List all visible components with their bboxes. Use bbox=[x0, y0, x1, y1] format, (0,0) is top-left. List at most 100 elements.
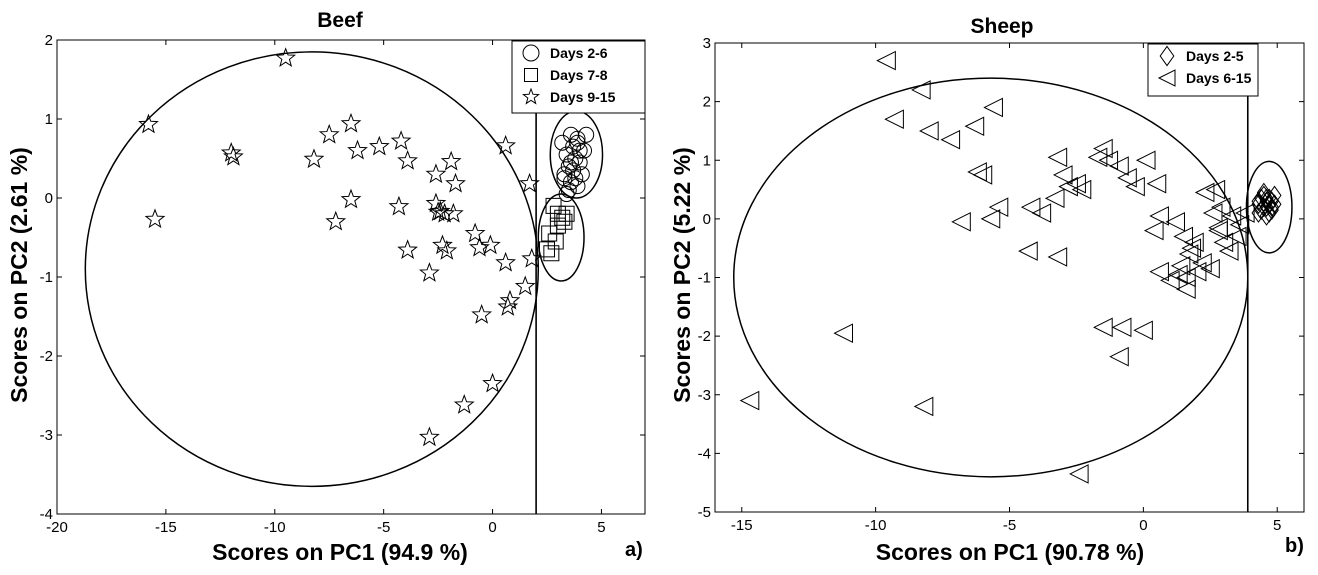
data-point-left-triangle bbox=[1146, 173, 1167, 194]
chart-title-sheep: Sheep bbox=[970, 15, 1033, 38]
data-point-left-triangle bbox=[1111, 317, 1132, 338]
data-point-left-triangle bbox=[964, 116, 985, 137]
data-point-circle bbox=[569, 178, 586, 195]
y-tick-label: 1 bbox=[703, 152, 711, 169]
beef-chart: Beef Scores on PC1 (94.9 %) Scores on PC… bbox=[6, 9, 646, 565]
x-tick-label: -5 bbox=[377, 519, 390, 536]
data-point-star bbox=[519, 172, 540, 193]
data-point-left-triangle bbox=[1173, 226, 1194, 247]
data-point-star bbox=[471, 303, 493, 324]
data-point-star bbox=[340, 112, 362, 133]
data-point-left-triangle bbox=[1087, 147, 1108, 168]
x-tick-label: -15 bbox=[155, 519, 177, 536]
data-point-left-triangle bbox=[972, 165, 993, 185]
data-point-left-triangle bbox=[1066, 173, 1086, 194]
data-point-left-triangle bbox=[1093, 138, 1113, 159]
y-tick-label: 2 bbox=[45, 32, 53, 49]
data-point-square bbox=[549, 217, 566, 234]
x-tick-label: 5 bbox=[597, 519, 605, 536]
data-point-left-triangle bbox=[1202, 203, 1223, 223]
data-point-star bbox=[388, 195, 410, 216]
data-point-star bbox=[521, 247, 543, 268]
data-point-star bbox=[390, 130, 412, 150]
data-point-star bbox=[419, 262, 440, 282]
data-point-left-triangle bbox=[1143, 220, 1164, 241]
data-point-square bbox=[547, 233, 564, 250]
data-point-diamond bbox=[1264, 200, 1279, 220]
y-tick-label: -5 bbox=[698, 504, 711, 521]
data-point-square bbox=[541, 225, 558, 242]
data-point-left-triangle bbox=[1208, 217, 1228, 238]
data-point-square bbox=[543, 245, 560, 262]
x-tick-label: -10 bbox=[264, 519, 286, 536]
data-point-circle bbox=[578, 126, 595, 143]
x-tick-label: -5 bbox=[1003, 517, 1016, 534]
legend-box bbox=[1147, 43, 1259, 97]
data-point-left-triangle bbox=[1058, 176, 1078, 197]
data-point-left-triangle bbox=[1205, 179, 1226, 200]
data-point-left-triangle bbox=[1071, 179, 1092, 200]
data-point-left-triangle bbox=[1109, 346, 1129, 367]
data-point-left-triangle bbox=[940, 129, 961, 150]
confidence-ellipse bbox=[1245, 160, 1293, 254]
data-point-star bbox=[223, 145, 244, 166]
plot-frame bbox=[714, 42, 1305, 513]
y-axis-label-sheep: Scores on PC2 (5.22 %) bbox=[669, 147, 695, 403]
data-point-circle bbox=[567, 170, 584, 187]
y-tick-label: -2 bbox=[40, 348, 53, 365]
data-point-star bbox=[469, 236, 490, 257]
data-point-left-triangle bbox=[1221, 206, 1242, 226]
data-point-left-triangle bbox=[833, 323, 854, 344]
panel-label-a: a) bbox=[625, 539, 643, 561]
x-tick-label: -15 bbox=[731, 517, 753, 534]
y-tick-label: 2 bbox=[703, 94, 711, 111]
data-point-star bbox=[368, 135, 390, 156]
data-point-circle bbox=[569, 134, 586, 151]
data-point-star bbox=[479, 234, 501, 255]
data-point-star bbox=[495, 251, 517, 272]
data-point-left-triangle bbox=[1047, 147, 1068, 168]
data-point-left-triangle bbox=[1098, 150, 1119, 171]
y-tick-label: 3 bbox=[703, 35, 711, 52]
chart-title-beef: Beef bbox=[317, 9, 364, 32]
data-point-star bbox=[514, 275, 536, 296]
data-point-diamond bbox=[1256, 197, 1271, 218]
data-point-left-triangle bbox=[1020, 197, 1041, 217]
legend-box bbox=[511, 40, 646, 114]
x-tick-label: -20 bbox=[46, 519, 68, 536]
data-point-star bbox=[419, 426, 440, 447]
data-point-star bbox=[499, 289, 521, 310]
data-point-star bbox=[453, 394, 475, 414]
legend-label: Days 7-8 bbox=[550, 67, 608, 83]
data-point-left-triangle bbox=[1176, 267, 1196, 288]
data-point-star bbox=[325, 210, 347, 231]
data-point-left-triangle bbox=[1044, 188, 1065, 209]
y-tick-label: 0 bbox=[703, 211, 711, 228]
data-point-left-triangle bbox=[1133, 320, 1153, 341]
data-point-left-triangle bbox=[1135, 150, 1156, 171]
x-axis-label-beef: Scores on PC1 (94.9 %) bbox=[212, 539, 468, 565]
data-point-left-triangle bbox=[1170, 255, 1191, 276]
data-point-left-triangle bbox=[911, 80, 931, 100]
data-point-circle bbox=[565, 138, 582, 155]
data-point-star bbox=[144, 208, 166, 229]
data-point-left-triangle bbox=[1117, 168, 1137, 188]
data-point-left-triangle bbox=[1192, 253, 1212, 273]
y-tick-label: -3 bbox=[40, 427, 53, 444]
data-point-left-triangle bbox=[1234, 203, 1255, 223]
data-point-star bbox=[340, 188, 362, 209]
legend-marker-star bbox=[522, 87, 540, 105]
data-point-left-triangle bbox=[1186, 261, 1207, 282]
data-point-left-triangle bbox=[1149, 261, 1169, 282]
data-point-diamond bbox=[1259, 188, 1274, 209]
legend-label: Days 2-5 bbox=[1186, 48, 1244, 64]
data-point-left-triangle bbox=[1181, 238, 1202, 258]
data-point-left-triangle bbox=[1031, 203, 1052, 223]
data-point-left-triangle bbox=[1160, 270, 1180, 291]
data-point-left-triangle bbox=[1165, 211, 1185, 232]
data-point-circle bbox=[558, 186, 575, 203]
data-point-star bbox=[275, 47, 297, 68]
legend-label: Days 6-15 bbox=[1186, 70, 1252, 86]
data-point-star bbox=[425, 163, 447, 184]
data-point-diamond bbox=[1259, 206, 1274, 226]
